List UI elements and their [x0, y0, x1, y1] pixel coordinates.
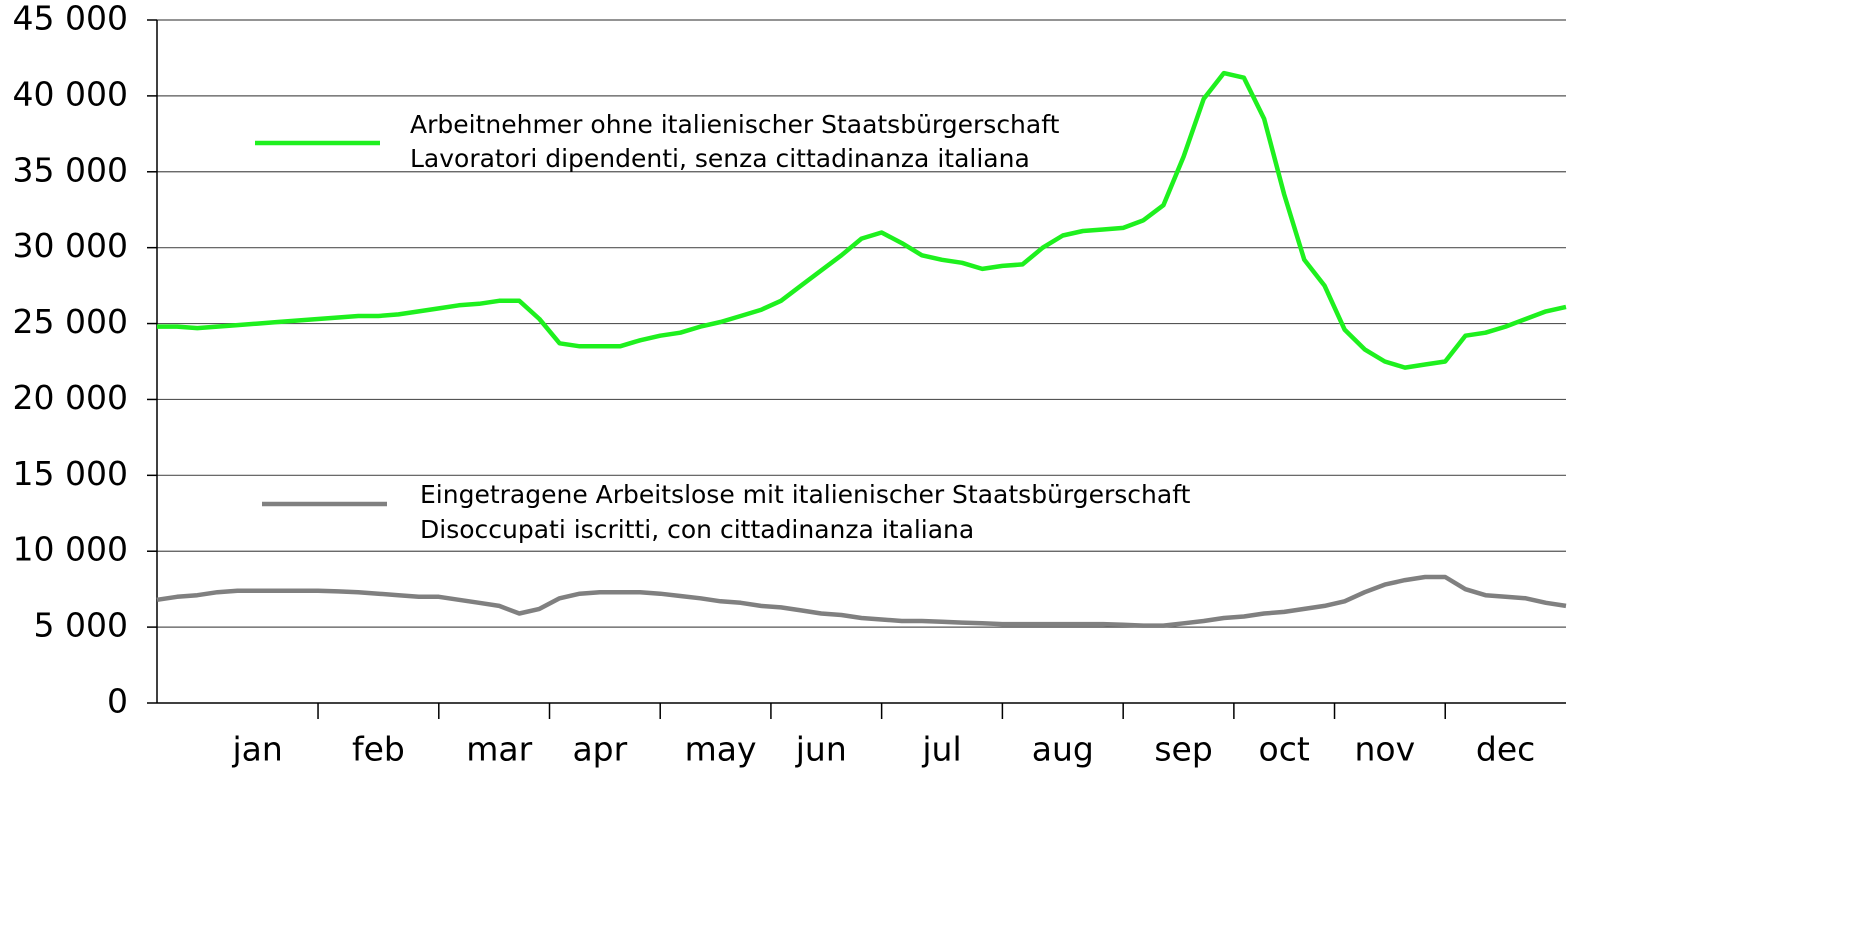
series-line	[157, 70, 1567, 370]
legend-label: Arbeitnehmer ohne italienischer Staatsbü…	[410, 110, 1060, 139]
x-tick-label: apr	[572, 730, 627, 769]
y-tick-label: 5 000	[34, 606, 128, 645]
x-tick-label: feb	[352, 730, 405, 769]
x-tick-label: dec	[1476, 730, 1535, 769]
legend-label: Lavoratori dipendenti, senza cittadinanz…	[410, 144, 1030, 173]
y-tick-label: 45 000	[13, 0, 128, 38]
y-tick-label: 20 000	[13, 378, 128, 417]
y-tick-label: 15 000	[13, 454, 128, 493]
x-tick-label: jul	[921, 730, 961, 769]
series-line	[156, 574, 1567, 628]
x-tick-label: sep	[1154, 730, 1212, 769]
x-tick-label: jun	[795, 730, 847, 769]
y-tick-label: 0	[107, 682, 128, 721]
x-tick-label: jan	[231, 730, 282, 769]
y-tick-label: 25 000	[13, 302, 128, 341]
y-tick-label: 35 000	[13, 150, 128, 189]
y-tick-label: 30 000	[13, 226, 128, 265]
x-tick-label: aug	[1032, 730, 1094, 769]
legend-label: Eingetragene Arbeitslose mit italienisch…	[420, 480, 1191, 509]
x-tick-label: may	[685, 730, 757, 769]
legend-label: Disoccupati iscritti, con cittadinanza i…	[420, 515, 974, 544]
x-tick-label: nov	[1355, 730, 1416, 769]
x-tick-label: mar	[466, 730, 532, 769]
y-tick-label: 40 000	[13, 74, 128, 113]
x-tick-label: oct	[1259, 730, 1310, 769]
y-tick-label: 10 000	[13, 530, 128, 569]
